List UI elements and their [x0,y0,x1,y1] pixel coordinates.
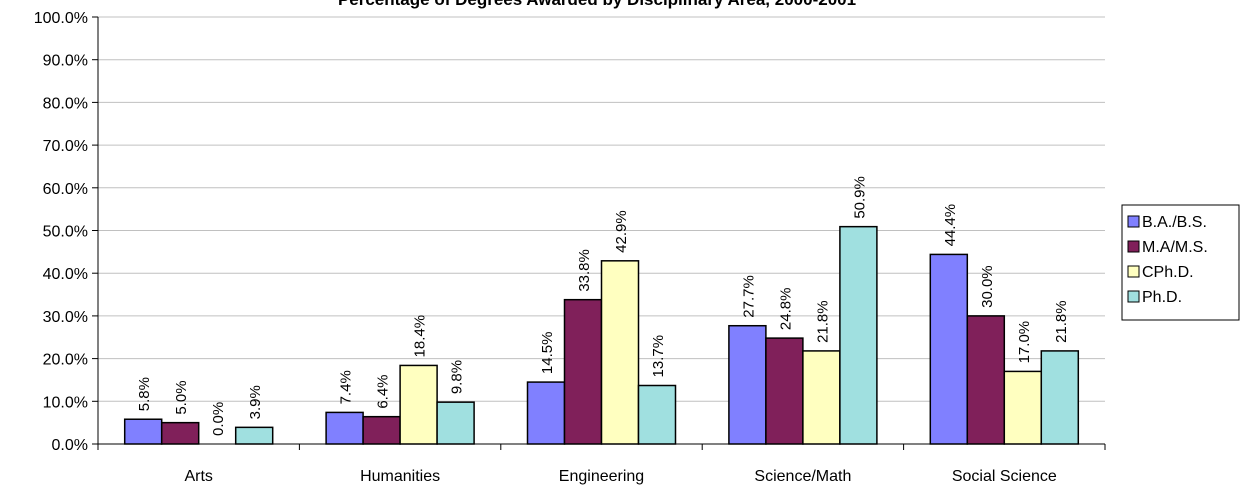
bar-ph-d-science-math [839,225,878,445]
data-label-ph-d-social-science: 21.8% [1053,300,1070,343]
x-axis: Arts Humanities Engineering Science/Math Soc… [97,443,1106,485]
data-label-m-a-m-s-arts: 5.0% [173,380,190,414]
bar-series-group [123,225,1080,445]
data-label-cph-d-science-math: 21.8% [814,300,831,343]
bar-cph-d-humanities [399,364,438,445]
data-labels-group: 5.8% 5.0% 0.0% 3.9% 7.4% 6.4% 18.4% 9.8% 14.5% 33… [136,176,1070,436]
data-label-m-a-m-s-engineering: 33.8% [576,249,593,292]
y-tick-label: 90.0% [43,53,88,70]
data-label-b-a-b-s-engineering: 14.5% [539,332,556,375]
bar-b-a-b-s-science-math [728,324,767,445]
y-tick-label: 70.0% [43,138,88,155]
y-tick-label: 0.0% [52,437,88,454]
data-label-m-a-m-s-humanities: 6.4% [375,374,392,408]
y-tick-label: 30.0% [43,309,88,326]
bar-m-a-m-s-arts [160,421,200,445]
data-label-ph-d-arts: 3.9% [247,385,264,419]
data-label-b-a-b-s-arts: 5.8% [136,377,153,411]
data-label-cph-d-arts: 0.0% [210,402,227,436]
bar-cph-d-social-science [1003,370,1043,445]
legend-label-b-a-b-s: B.A./B.S. [1142,214,1207,231]
y-tick-label: 10.0% [43,394,88,411]
legend-label-m-a-m-s: M.A/M.S. [1142,239,1208,256]
data-label-b-a-b-s-science-math: 27.7% [740,275,757,318]
bar-b-a-b-s-engineering [526,381,566,445]
data-label-m-a-m-s-social-science: 30.0% [979,265,996,308]
bar-ph-d-humanities [436,401,475,445]
bar-m-a-m-s-humanities [362,415,401,445]
y-tick-label: 50.0% [43,224,88,241]
x-tick-label-arts: Arts [184,468,212,485]
y-tick-label: 40.0% [43,266,88,283]
y-tick-label: 60.0% [43,181,88,198]
chart-title: Percentage of Degrees Awarded by Discipl… [338,0,856,9]
legend-swatch-m-a-m-s [1127,240,1140,253]
bar-m-a-m-s-engineering [563,298,603,445]
bar-m-a-m-s-science-math [765,337,804,445]
gridlines [98,16,1105,402]
x-tick-label-engineering: Engineering [559,468,644,485]
bar-cph-d-science-math [802,350,841,445]
data-label-b-a-b-s-social-science: 44.4% [942,204,959,247]
x-tick-label-humanities: Humanities [360,468,440,485]
legend: B.A./B.S. M.A/M.S. CPh.D. Ph.D. [1121,204,1240,321]
legend-box [1121,204,1240,321]
legend-label-cph-d: CPh.D. [1142,264,1194,281]
data-label-b-a-b-s-humanities: 7.4% [338,370,355,404]
x-tick-label-science-math: Science/Math [754,468,851,485]
y-tick-label: 100.0% [34,10,88,27]
y-tick-label: 20.0% [43,352,88,369]
bar-ph-d-arts [234,426,274,445]
bar-cph-d-engineering [600,260,640,445]
data-label-ph-d-humanities: 9.8% [449,360,466,394]
y-axis: 0.0% 10.0% 20.0% 30.0% 40.0% 50.0% 60.0% 70.0% 8… [34,10,99,454]
bar-b-a-b-s-social-science [929,253,969,445]
legend-swatch-cph-d [1127,265,1140,278]
legend-swatch-ph-d [1127,290,1140,303]
x-tick-label-social-science: Social Science [952,468,1057,485]
data-label-ph-d-science-math: 50.9% [851,176,868,219]
y-tick-label: 80.0% [43,95,88,112]
legend-swatch-b-a-b-s [1127,215,1140,228]
bar-m-a-m-s-social-science [966,315,1006,445]
bar-b-a-b-s-humanities [325,411,364,445]
data-label-cph-d-social-science: 17.0% [1016,321,1033,364]
bar-ph-d-engineering [637,384,677,445]
bar-b-a-b-s-arts [123,418,163,445]
data-label-cph-d-engineering: 42.9% [613,210,630,253]
data-label-m-a-m-s-science-math: 24.8% [777,288,794,331]
data-label-ph-d-engineering: 13.7% [650,335,667,378]
bar-ph-d-social-science [1040,350,1080,445]
legend-label-ph-d: Ph.D. [1142,289,1182,306]
data-label-cph-d-humanities: 18.4% [412,315,429,358]
